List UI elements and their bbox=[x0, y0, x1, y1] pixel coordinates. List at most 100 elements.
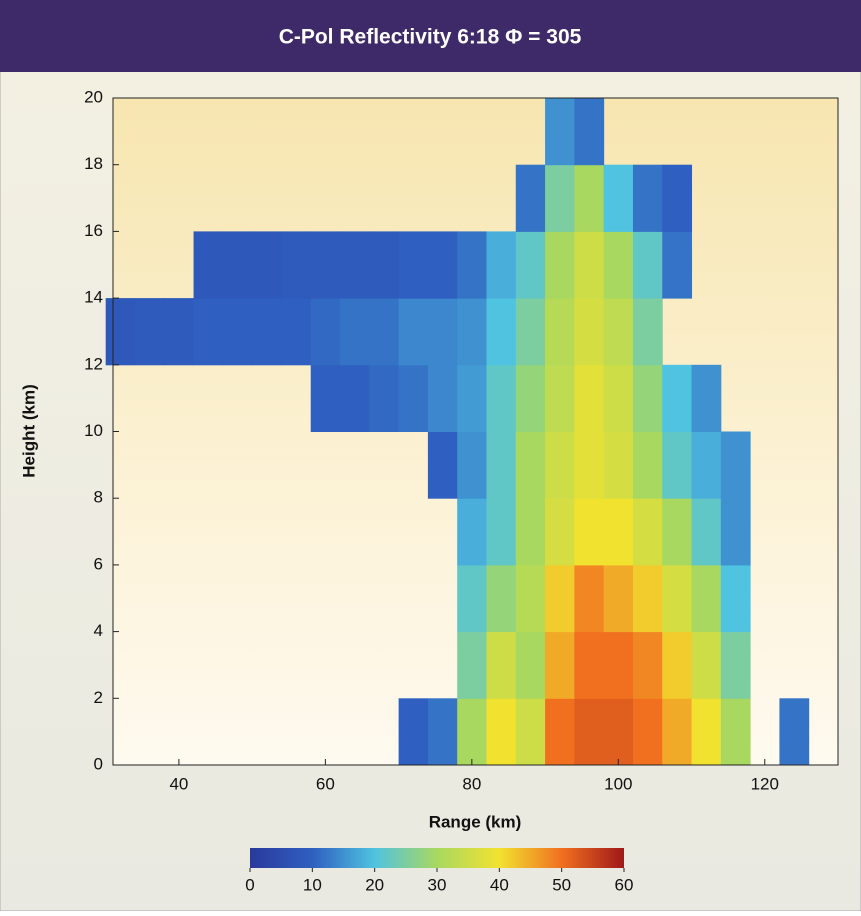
cell bbox=[545, 298, 575, 366]
cell bbox=[545, 431, 575, 499]
cell bbox=[691, 631, 722, 699]
cell bbox=[515, 498, 546, 566]
cell bbox=[662, 231, 693, 299]
cell bbox=[779, 698, 810, 766]
cell bbox=[486, 364, 517, 432]
cell bbox=[632, 631, 663, 699]
cell bbox=[457, 498, 487, 566]
cell bbox=[310, 364, 341, 432]
cell bbox=[632, 698, 663, 766]
cell bbox=[193, 231, 224, 299]
y-tick-label: 8 bbox=[94, 488, 103, 507]
cell bbox=[369, 298, 400, 366]
cell bbox=[574, 164, 605, 232]
cell bbox=[398, 298, 429, 366]
y-tick-label: 20 bbox=[84, 87, 103, 106]
cell bbox=[603, 498, 634, 566]
cell bbox=[691, 698, 722, 766]
cell bbox=[164, 298, 195, 366]
cell bbox=[662, 498, 693, 566]
cell bbox=[574, 698, 605, 766]
cell bbox=[515, 364, 546, 432]
chart-title: C-Pol Reflectivity 6:18 Φ = 305 bbox=[279, 26, 582, 49]
cell bbox=[281, 231, 312, 299]
cell bbox=[340, 298, 370, 366]
cell bbox=[662, 164, 693, 232]
cell bbox=[515, 298, 546, 366]
cell bbox=[515, 564, 546, 633]
cell bbox=[398, 364, 429, 432]
cell bbox=[603, 564, 634, 633]
cell bbox=[515, 631, 546, 699]
cell bbox=[515, 698, 546, 766]
y-tick-label: 18 bbox=[84, 154, 103, 173]
cell bbox=[632, 431, 663, 499]
colorbar-tick-label: 60 bbox=[615, 875, 634, 894]
cell bbox=[574, 631, 605, 699]
cell bbox=[574, 231, 605, 299]
cell bbox=[340, 364, 370, 432]
cell bbox=[662, 364, 693, 432]
cell bbox=[515, 164, 546, 232]
cell bbox=[457, 364, 487, 432]
colorbar-tick-label: 40 bbox=[490, 875, 509, 894]
cell bbox=[603, 231, 634, 299]
cell bbox=[486, 631, 517, 699]
cell bbox=[545, 498, 575, 566]
cell bbox=[486, 298, 517, 366]
cell bbox=[134, 298, 165, 366]
y-tick-label: 10 bbox=[84, 421, 103, 440]
cell bbox=[603, 164, 634, 232]
cell bbox=[662, 631, 693, 699]
cell bbox=[545, 631, 575, 699]
cell bbox=[603, 431, 634, 499]
cell bbox=[457, 631, 487, 699]
cell bbox=[515, 231, 546, 299]
cell bbox=[222, 298, 253, 366]
cell bbox=[720, 564, 751, 633]
x-axis-label: Range (km) bbox=[429, 812, 522, 831]
y-tick-label: 6 bbox=[94, 554, 103, 573]
cell bbox=[427, 298, 458, 366]
cell bbox=[427, 431, 458, 499]
cell bbox=[222, 231, 253, 299]
y-tick-label: 0 bbox=[94, 754, 103, 773]
cell bbox=[603, 631, 634, 699]
cell bbox=[632, 298, 663, 366]
y-tick-label: 16 bbox=[84, 221, 103, 240]
cell bbox=[691, 431, 722, 499]
cell bbox=[457, 298, 487, 366]
cell bbox=[545, 698, 575, 766]
cell bbox=[281, 298, 312, 366]
cell bbox=[691, 364, 722, 432]
colorbar-tick-label: 20 bbox=[365, 875, 384, 894]
cell bbox=[252, 298, 282, 366]
colorbar bbox=[250, 848, 624, 868]
cell bbox=[691, 564, 722, 633]
cell bbox=[662, 698, 693, 766]
y-tick-label: 2 bbox=[94, 688, 103, 707]
cell bbox=[545, 231, 575, 299]
cell bbox=[457, 698, 487, 766]
cell bbox=[603, 298, 634, 366]
cell bbox=[545, 564, 575, 633]
x-tick-label: 100 bbox=[604, 774, 632, 793]
cell bbox=[340, 231, 370, 299]
cell bbox=[632, 231, 663, 299]
x-tick-label: 120 bbox=[751, 774, 779, 793]
cell bbox=[603, 698, 634, 766]
cell bbox=[427, 364, 458, 432]
cell bbox=[574, 498, 605, 566]
cell bbox=[545, 164, 575, 232]
cell bbox=[574, 431, 605, 499]
cell bbox=[603, 364, 634, 432]
x-tick-label: 40 bbox=[169, 774, 188, 793]
cell bbox=[691, 498, 722, 566]
cell bbox=[574, 564, 605, 633]
cell bbox=[105, 298, 136, 366]
cell bbox=[427, 698, 458, 766]
cell bbox=[632, 164, 663, 232]
cell bbox=[398, 698, 429, 766]
x-tick-label: 60 bbox=[316, 774, 335, 793]
